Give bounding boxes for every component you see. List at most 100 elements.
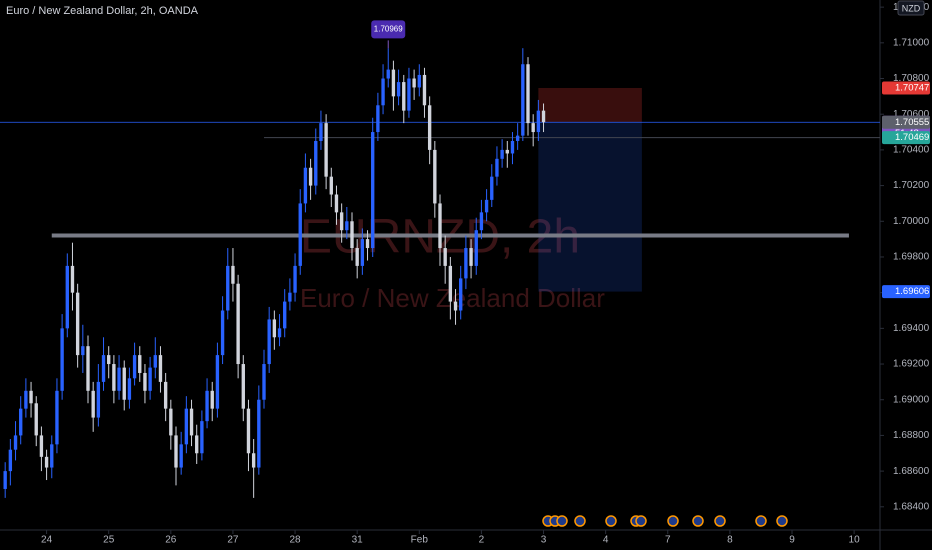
candle-body	[334, 194, 339, 213]
candle-body	[81, 346, 85, 356]
candle-body	[531, 123, 535, 133]
candle-body	[267, 319, 271, 365]
x-tick-label: 31	[352, 535, 364, 546]
candle-body	[184, 408, 189, 445]
candle-body	[407, 78, 411, 111]
candle-body	[210, 390, 214, 409]
stop-zone	[538, 87, 642, 123]
candle-body	[138, 355, 142, 373]
candle-body	[143, 372, 147, 391]
y-tick-label: 1.69000	[893, 394, 930, 405]
currency-label: NZD	[902, 3, 921, 13]
candle-body	[427, 105, 432, 150]
candle-body	[339, 212, 344, 231]
x-tick-label: 7	[665, 535, 671, 546]
y-tick-label: 1.70400	[893, 145, 930, 156]
candle-body	[433, 149, 437, 204]
candle-body	[314, 140, 318, 186]
y-tick-label: 1.70200	[893, 180, 930, 191]
candle-body	[70, 265, 75, 293]
candle-body	[122, 367, 126, 400]
candle-body	[402, 82, 406, 111]
candle-body	[459, 278, 463, 311]
candle-body	[75, 292, 80, 356]
candle-body	[163, 381, 168, 409]
candle-body	[205, 390, 209, 422]
candle-body	[50, 444, 54, 468]
candle-body	[391, 69, 396, 97]
candle-body	[381, 78, 385, 106]
price-label: 1.70469	[895, 132, 929, 143]
candle-body	[360, 239, 365, 266]
x-tick-label: 4	[603, 535, 609, 546]
candle-body	[195, 435, 199, 454]
candle-body	[298, 203, 302, 266]
candle-body	[376, 105, 380, 133]
candle-body	[60, 328, 64, 391]
candle-body	[396, 82, 401, 97]
high-marker-box	[371, 20, 406, 39]
candle-body	[158, 355, 163, 382]
event-icons	[542, 515, 788, 527]
candle-body	[453, 301, 458, 311]
x-tick-label: Feb	[411, 535, 429, 546]
watermark-subtitle: Euro / New Zealand Dollar	[300, 283, 605, 313]
candle-body	[479, 212, 484, 231]
candle-body	[200, 421, 204, 454]
x-tick-label: 25	[103, 535, 115, 546]
candle-body	[303, 167, 308, 204]
candle-body	[510, 140, 515, 154]
y-tick-label: 1.71000	[893, 37, 930, 48]
candle-body	[107, 355, 111, 365]
candle-body	[345, 221, 349, 231]
y-tick-label: 1.70600	[893, 109, 930, 120]
candle-body	[19, 408, 23, 436]
candle-body	[127, 378, 132, 400]
candle-body	[277, 328, 282, 338]
price-label-box	[882, 131, 930, 145]
candle-body	[386, 69, 390, 79]
candle-body	[86, 346, 90, 391]
candle-body	[132, 355, 137, 379]
candle-body	[350, 221, 354, 249]
x-tick-label: 10	[849, 535, 861, 546]
price-label: 1.69606	[895, 286, 929, 297]
y-tick-label: 1.68800	[893, 430, 930, 441]
candle-body	[148, 367, 152, 391]
candle-body	[153, 355, 157, 368]
chart-title: Euro / New Zealand Dollar, 2h, OANDA	[6, 5, 199, 17]
candle-body	[293, 265, 297, 293]
candle-body	[536, 110, 541, 133]
candle-body	[448, 265, 453, 302]
candle-body	[13, 435, 18, 450]
candle-body	[34, 403, 38, 436]
candle-body	[438, 203, 442, 249]
x-tick-label: 27	[227, 535, 239, 546]
candle-body	[365, 239, 370, 249]
candle-body	[44, 456, 49, 468]
candle-body	[257, 399, 261, 468]
x-tick-label: 24	[41, 535, 53, 546]
x-tick-label: 3	[541, 535, 547, 546]
candle-body	[246, 408, 251, 454]
candle-body	[500, 149, 504, 159]
candle-body	[236, 283, 240, 365]
target-zone	[538, 122, 642, 292]
price-label: 1.70747	[895, 82, 929, 93]
candle-body	[417, 74, 421, 88]
price-label: 1.70555	[895, 117, 929, 128]
candle-body	[117, 367, 121, 391]
candle-body	[24, 390, 28, 409]
candle-body	[484, 199, 489, 213]
candle-body	[371, 132, 375, 249]
candle-body	[231, 265, 235, 284]
x-tick-label: 26	[165, 535, 177, 546]
y-tick-label: 1.69800	[893, 252, 930, 263]
x-tick-label: 9	[789, 535, 795, 546]
candle-body	[169, 408, 173, 436]
candle-body	[179, 444, 183, 468]
candle-body	[515, 135, 520, 141]
candle-body	[215, 355, 220, 409]
candle-body	[505, 149, 509, 154]
